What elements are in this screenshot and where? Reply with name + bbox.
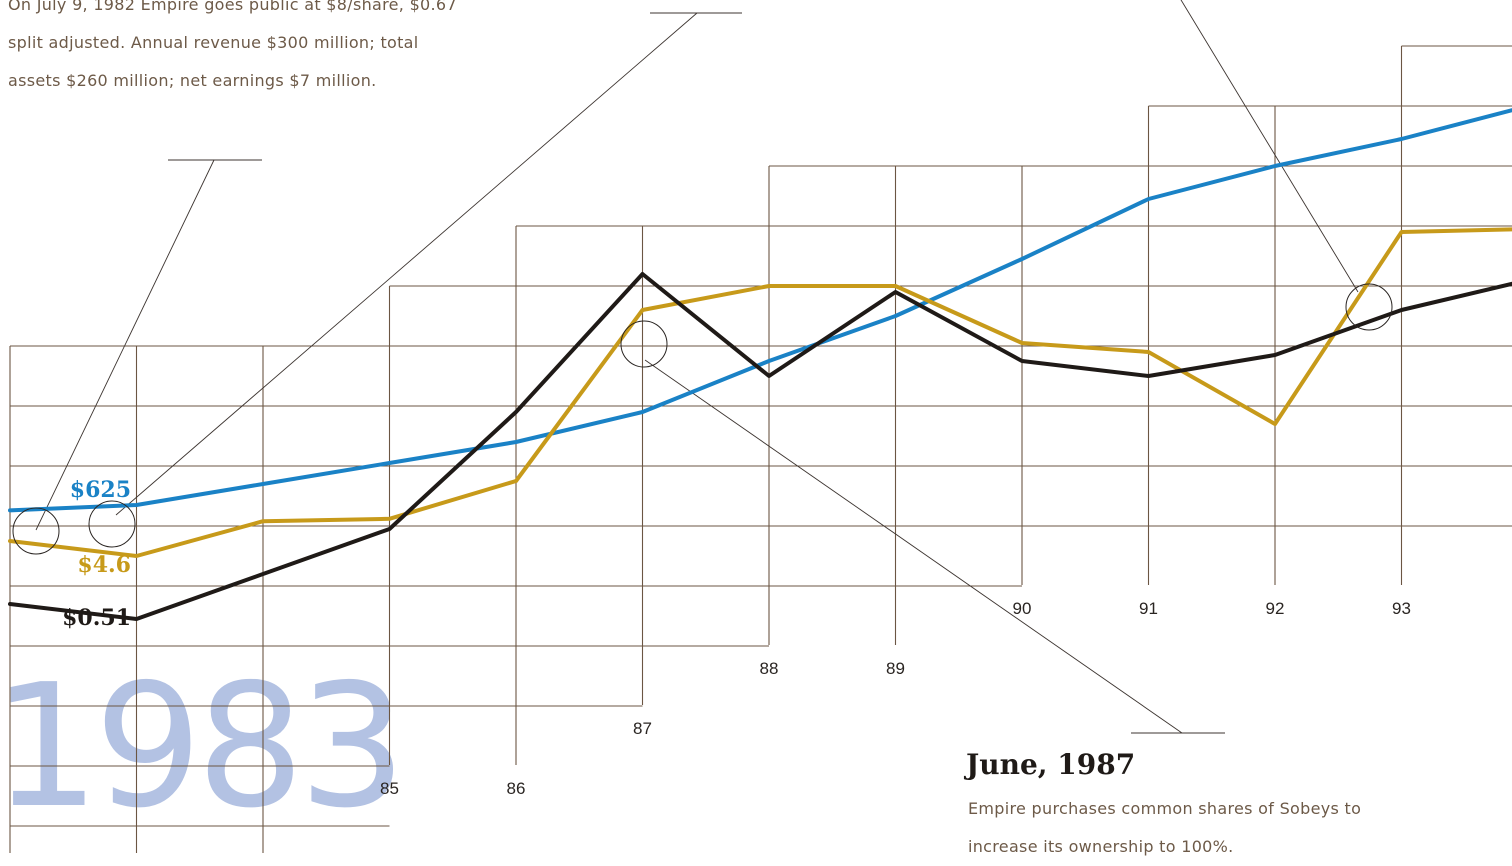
series-point-1-83: [136, 556, 137, 557]
x-tick-label-93: 93: [1392, 599, 1411, 618]
series-point-1-92: [1275, 424, 1276, 425]
series-point-1-89: [895, 286, 896, 287]
series-point-0-91: [1148, 199, 1149, 200]
series-point-0-87: [642, 412, 643, 413]
series-point-2-89: [895, 292, 896, 293]
series-point-0-83: [136, 505, 137, 506]
x-tick-label-89: 89: [886, 659, 905, 678]
x-tick-label-87: 87: [633, 719, 652, 738]
series-line-1: [10, 229, 1512, 556]
series-point-1-84: [263, 521, 264, 522]
series-point-2-88: [769, 376, 770, 377]
start-value-label-0: $625: [70, 477, 131, 503]
chart-series: [10, 106, 1512, 620]
series-point-0-89: [895, 316, 896, 317]
series-point-0-88: [769, 361, 770, 362]
series-point-2-82: [10, 604, 11, 605]
series-point-1-82: [10, 541, 11, 542]
x-tick-label-90: 90: [1013, 599, 1032, 618]
series-point-2-90: [1022, 361, 1023, 362]
series-point-0-90: [1022, 259, 1023, 260]
x-tick-label-85: 85: [380, 779, 399, 798]
series-point-1-86: [516, 481, 517, 482]
series-point-1-91: [1148, 352, 1149, 353]
series-point-2-85: [389, 529, 390, 530]
annotation-sobeys-text: Empire purchases common shares of Sobeys…: [968, 790, 1408, 866]
series-point-2-87: [642, 274, 643, 275]
annotation-sobeys-title: June, 1987: [966, 748, 1135, 781]
series-point-2-86: [516, 412, 517, 413]
series-point-1-90: [1022, 343, 1023, 344]
series-point-2-83: [136, 619, 137, 620]
x-tick-label-88: 88: [760, 659, 779, 678]
series-point-0-82: [10, 510, 11, 511]
series-point-1-85: [389, 518, 390, 519]
chart-grid: [10, 46, 1512, 853]
annotation-leader-line: [1175, 0, 1358, 292]
series-point-1-93: [1401, 232, 1402, 233]
annotation-marker-circle: [13, 508, 59, 554]
x-tick-label-86: 86: [507, 779, 526, 798]
annotation-leader-line: [645, 360, 1182, 733]
series-point-2-93: [1401, 310, 1402, 311]
series-line-2: [10, 274, 1512, 619]
series-point-0-92: [1275, 166, 1276, 167]
series-point-1-87: [642, 310, 643, 311]
annotation-ipo-text: On July 9, 1982 Empire goes public at $8…: [8, 0, 458, 100]
x-tick-label-92: 92: [1266, 599, 1285, 618]
series-point-0-86: [516, 442, 517, 443]
start-value-label-1: $4.6: [77, 552, 131, 578]
annotation-leader-line: [36, 160, 214, 530]
series-point-2-84: [263, 574, 264, 575]
series-point-1-88: [769, 286, 770, 287]
series-point-0-85: [389, 463, 390, 464]
series-point-2-92: [1275, 355, 1276, 356]
series-point-0-93: [1401, 139, 1402, 140]
annotation-leaders: [36, 0, 1358, 733]
series-line-0: [10, 106, 1512, 510]
series-point-2-91: [1148, 376, 1149, 377]
annotation-marker-circle: [621, 321, 667, 367]
start-value-label-2: $0.51: [62, 605, 131, 631]
x-tick-label-91: 91: [1139, 599, 1158, 618]
series-point-0-84: [263, 484, 264, 485]
